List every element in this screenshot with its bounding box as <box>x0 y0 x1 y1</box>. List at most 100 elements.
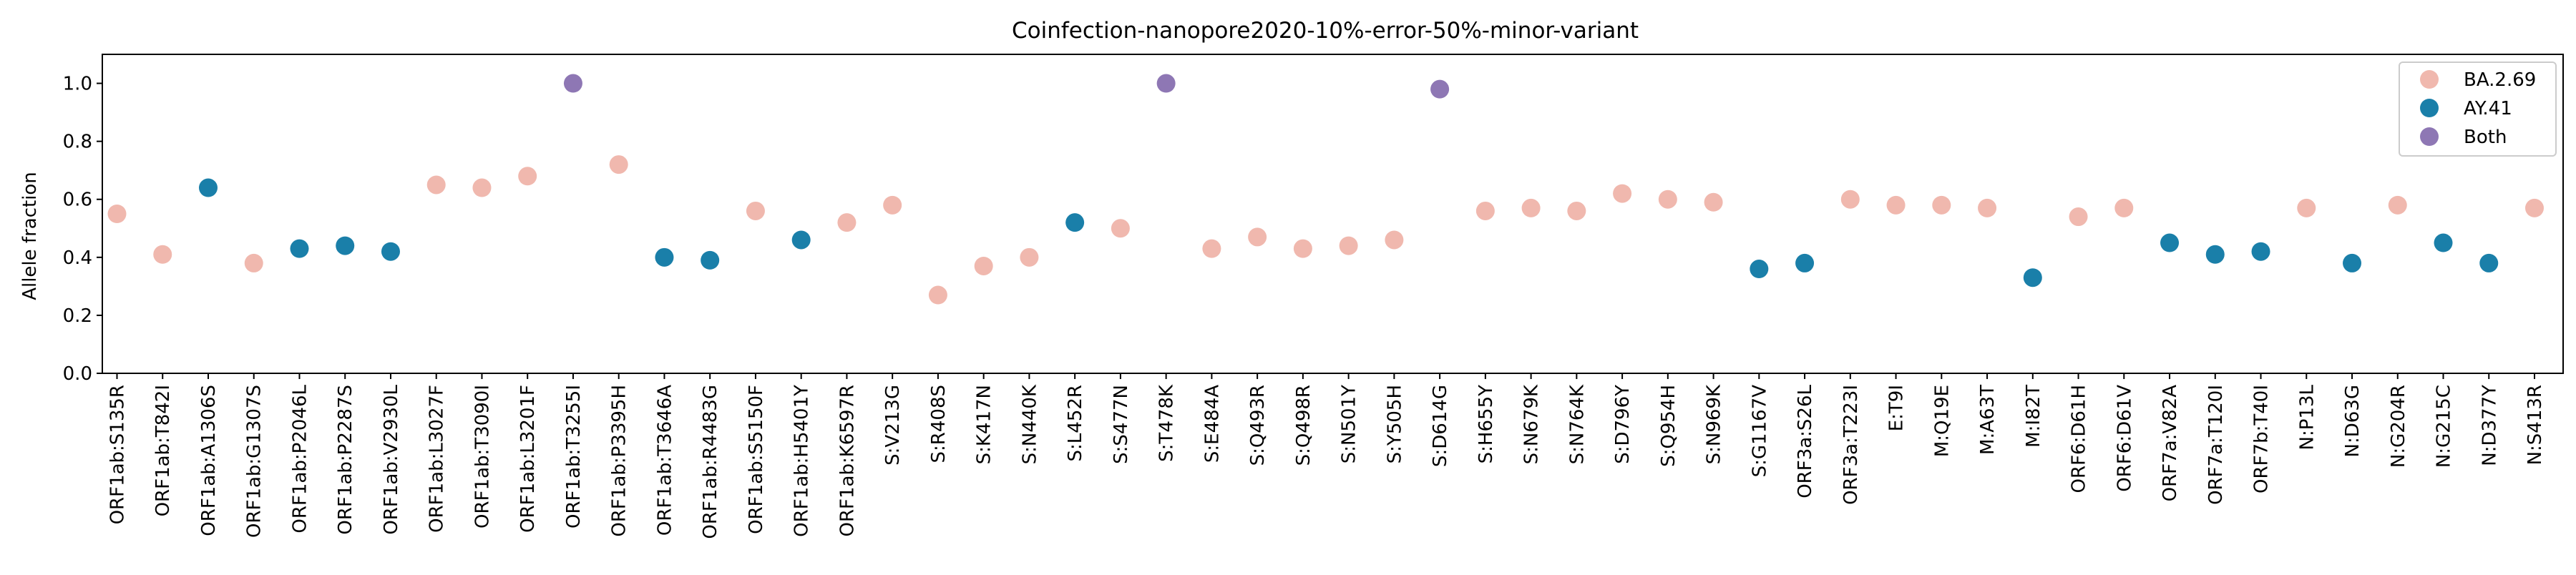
x-tick-label: S:Y505H <box>1384 385 1405 463</box>
chart-title: Coinfection-nanopore2020-10%-error-50%-m… <box>1012 18 1639 44</box>
data-point <box>1475 201 1495 220</box>
data-point <box>1567 201 1586 220</box>
data-point <box>1840 190 1860 209</box>
x-tick-label: S:K417N <box>974 385 995 464</box>
legend-marker <box>2420 70 2439 89</box>
data-point <box>928 285 947 305</box>
x-tick-label: S:G1167V <box>1749 385 1770 478</box>
data-point <box>1704 192 1723 212</box>
x-tick-label: N:P13L <box>2296 384 2318 450</box>
data-point <box>837 213 857 232</box>
legend-marker <box>2420 99 2439 117</box>
data-point <box>1156 74 1176 93</box>
data-point <box>1613 184 1632 203</box>
x-tick-label: M:Q19E <box>1931 385 1953 457</box>
x-tick-label: S:L452R <box>1065 385 1086 461</box>
data-point <box>1111 219 1130 238</box>
x-tick-label: ORF1ab:T3646A <box>654 385 675 536</box>
data-point <box>974 256 993 275</box>
data-point <box>2388 195 2407 215</box>
data-point <box>336 236 355 255</box>
data-point <box>746 201 765 220</box>
x-tick-label: S:D614G <box>1430 385 1451 467</box>
data-point <box>1886 195 1906 215</box>
x-tick-label: ORF1ab:K6597R <box>836 385 858 537</box>
data-point <box>791 230 811 250</box>
data-point <box>2525 198 2544 217</box>
x-tick-label: S:E484A <box>1201 385 1223 463</box>
y-tick-label: 0.0 <box>63 363 92 385</box>
x-tick-label: S:Q498R <box>1293 385 1314 466</box>
y-tick-label: 0.6 <box>63 190 92 211</box>
data-point <box>1202 239 1221 258</box>
data-point <box>883 195 902 215</box>
y-tick-label: 0.2 <box>63 305 92 327</box>
data-point <box>2069 207 2088 227</box>
x-tick-label: ORF1ab:S5150F <box>746 385 767 534</box>
x-tick-label: ORF1ab:V2930L <box>381 384 402 534</box>
data-point <box>426 175 446 195</box>
data-point <box>2479 253 2499 272</box>
legend-label: BA.2.69 <box>2464 69 2536 91</box>
data-point <box>1248 227 1267 247</box>
x-tick-label: S:N969K <box>1704 384 1725 464</box>
data-point <box>381 242 400 261</box>
data-point <box>1385 230 1404 250</box>
data-point <box>1658 190 1677 209</box>
y-tick-label: 1.0 <box>63 74 92 95</box>
x-tick-label: S:Q954H <box>1658 385 1679 467</box>
x-tick-label: S:N440K <box>1019 384 1040 464</box>
data-point <box>563 74 582 93</box>
x-tick-label: M:I82T <box>2023 385 2044 448</box>
y-tick-label: 0.4 <box>63 247 92 269</box>
x-tick-label: S:D796Y <box>1612 385 1634 464</box>
data-point <box>655 247 674 267</box>
x-tick-label: ORF3a:S26L <box>1795 384 1816 498</box>
x-tick-label: ORF1ab:T3255I <box>563 385 585 529</box>
x-tick-label: ORF1ab:S135R <box>107 385 129 524</box>
x-tick-label: ORF1ab:P3395H <box>609 385 630 537</box>
x-tick-label: ORF1ab:T3090I <box>472 385 493 529</box>
data-point <box>1795 253 1815 272</box>
x-tick-label: ORF1ab:R4483G <box>700 385 721 539</box>
data-point <box>2114 198 2134 217</box>
data-point <box>609 155 628 175</box>
y-axis-ticks: 0.0 0.2 0.4 0.6 0.8 1.0 <box>63 74 102 385</box>
data-point <box>1430 79 1450 99</box>
data-point <box>1750 260 1769 279</box>
x-tick-label: ORF1ab:G1307S <box>244 385 265 538</box>
data-point <box>2205 245 2225 264</box>
data-point <box>1293 239 1312 258</box>
x-tick-label: ORF1ab:P2287S <box>335 385 356 535</box>
x-tick-label: N:D377Y <box>2479 385 2500 466</box>
data-point <box>2160 233 2180 252</box>
data-point <box>1978 198 1997 217</box>
x-tick-label: ORF1ab:H5401Y <box>791 385 813 537</box>
data-point <box>1065 213 1085 232</box>
x-tick-label: S:N764K <box>1566 384 1588 464</box>
x-tick-label: ORF3a:T223I <box>1840 385 1862 505</box>
data-point <box>2297 198 2316 217</box>
legend-label: Both <box>2464 127 2507 148</box>
x-tick-label: ORF7a:V82A <box>2160 385 2181 502</box>
x-tick-label: N:G204R <box>2388 385 2409 468</box>
x-tick-label: N:S413R <box>2524 385 2546 465</box>
x-axis-ticks: ORF1ab:S135R ORF1ab:T842I ORF1ab:A1306S ORF… <box>107 373 2546 539</box>
data-point <box>107 205 127 223</box>
x-tick-label: ORF6:D61V <box>2114 385 2135 492</box>
data-point <box>2434 233 2453 252</box>
x-tick-label: ORF1ab:A1306S <box>198 385 220 536</box>
data-point <box>518 167 537 186</box>
data-point <box>2023 268 2042 288</box>
x-tick-label: N:D63G <box>2342 385 2363 457</box>
data-point <box>153 245 172 264</box>
data-point <box>290 239 309 258</box>
data-point <box>1339 236 1358 255</box>
legend-label: AY.41 <box>2464 98 2512 119</box>
legend: BA.2.69 AY.41 Both <box>2399 62 2557 157</box>
x-tick-label: ORF6:D61H <box>2069 385 2090 493</box>
data-point <box>701 250 720 270</box>
plot-frame <box>102 54 2564 374</box>
data-point <box>472 178 492 197</box>
